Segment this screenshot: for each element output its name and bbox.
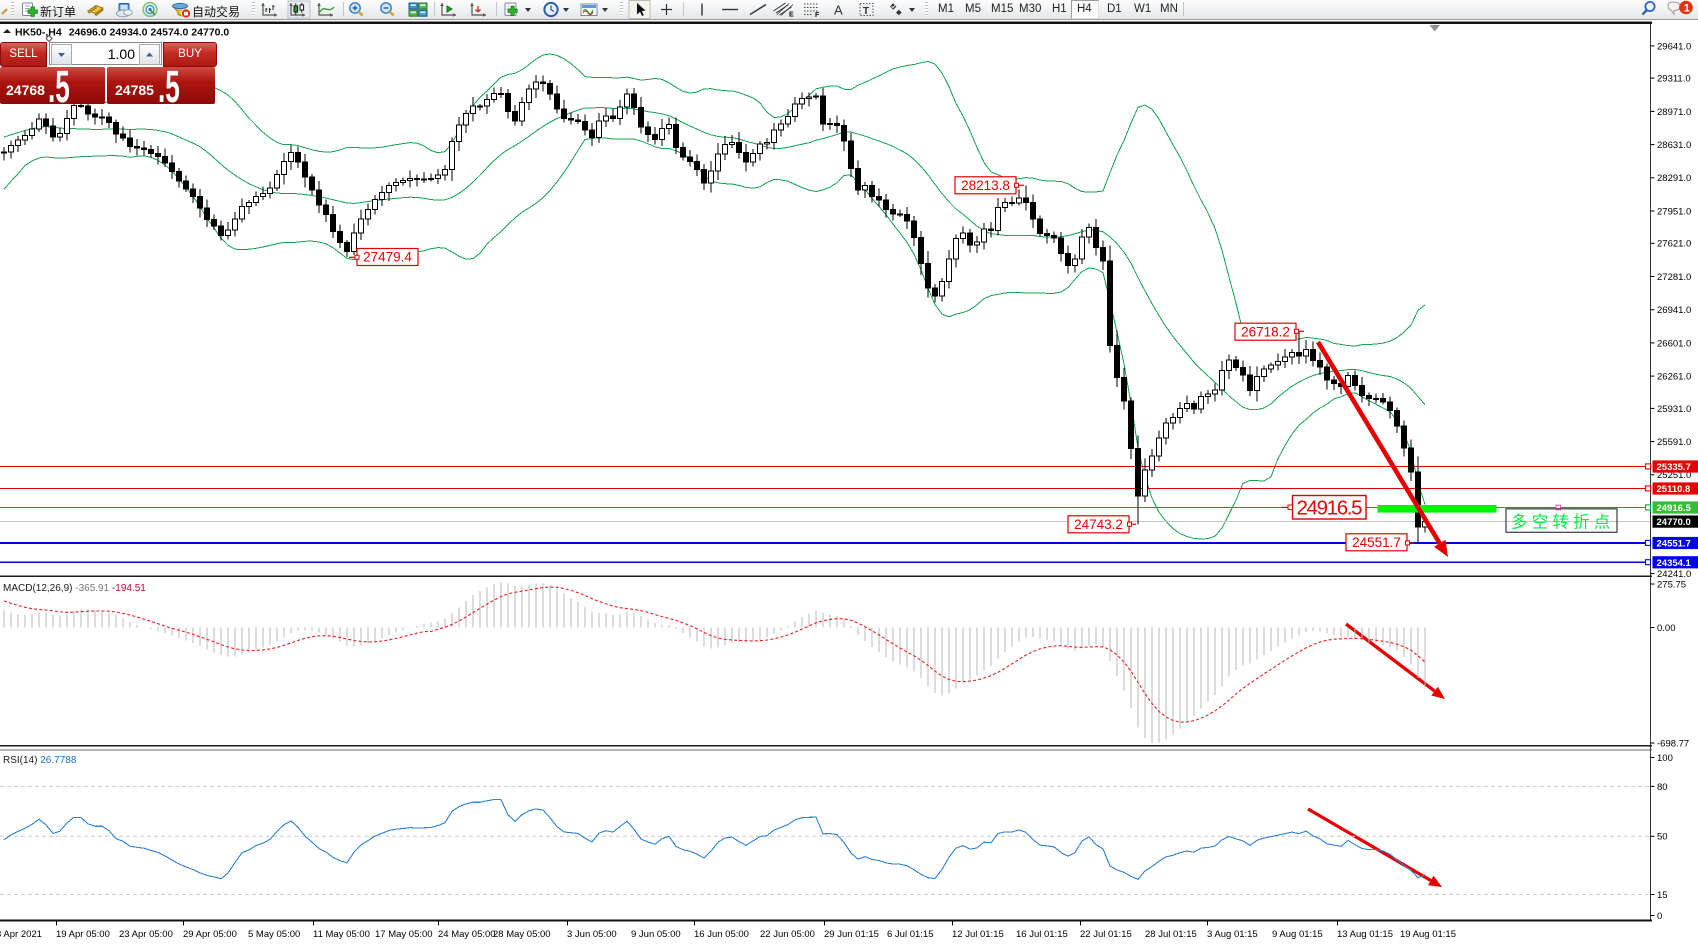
svg-text:MACD(12,26,9) -365.91 -194.51: MACD(12,26,9) -365.91 -194.51 (3, 583, 146, 594)
svg-text:50: 50 (1657, 832, 1668, 843)
svg-text:T: T (863, 5, 870, 17)
svg-text:24551.7: 24551.7 (1657, 539, 1691, 550)
svg-text:F: F (815, 12, 820, 19)
svg-text:28631.0: 28631.0 (1657, 140, 1691, 151)
svg-text:24916.5: 24916.5 (1297, 496, 1363, 519)
svg-text:11 May 05:00: 11 May 05:00 (313, 929, 370, 940)
svg-text:28213.8: 28213.8 (961, 178, 1010, 193)
svg-text:25591.0: 25591.0 (1657, 437, 1691, 448)
svg-text:24770.0: 24770.0 (1657, 517, 1691, 528)
svg-text:28971.0: 28971.0 (1657, 107, 1691, 118)
svg-text:24241.0: 24241.0 (1657, 569, 1691, 580)
svg-text:24 May 05:00: 24 May 05:00 (438, 929, 496, 940)
svg-text:27621.0: 27621.0 (1657, 239, 1691, 250)
svg-text:3 Jun 05:00: 3 Jun 05:00 (567, 929, 617, 940)
svg-text:24743.2: 24743.2 (1074, 517, 1123, 532)
svg-text:26261.0: 26261.0 (1657, 372, 1691, 383)
svg-text:100: 100 (1657, 753, 1673, 764)
svg-text:22 Jun 05:00: 22 Jun 05:00 (760, 929, 815, 940)
svg-text:26601.0: 26601.0 (1657, 338, 1691, 349)
svg-text:17 May 05:00: 17 May 05:00 (375, 929, 433, 940)
svg-text:3 Apr 2021: 3 Apr 2021 (0, 929, 42, 940)
svg-text:25110.8: 25110.8 (1657, 484, 1691, 495)
svg-text:27281.0: 27281.0 (1657, 272, 1691, 283)
svg-text:23 Apr 05:00: 23 Apr 05:00 (119, 929, 173, 940)
svg-text:-698.77: -698.77 (1657, 738, 1689, 749)
svg-text:6 Jul 01:15: 6 Jul 01:15 (887, 929, 933, 940)
svg-text:RSI(14) 26.7788: RSI(14) 26.7788 (3, 755, 77, 766)
svg-text:16 Jun 05:00: 16 Jun 05:00 (694, 929, 749, 940)
svg-text:1: 1 (1684, 3, 1690, 15)
svg-text:29 Apr 05:00: 29 Apr 05:00 (183, 929, 237, 940)
svg-text:24551.7: 24551.7 (1352, 535, 1401, 550)
svg-text:24916.5: 24916.5 (1657, 503, 1692, 514)
svg-text:13 Aug 01:15: 13 Aug 01:15 (1337, 929, 1393, 940)
svg-text:E: E (789, 12, 794, 19)
svg-text:0: 0 (1657, 911, 1662, 922)
svg-text:12 Jul 01:15: 12 Jul 01:15 (952, 929, 1004, 940)
svg-text:22 Jul 01:15: 22 Jul 01:15 (1080, 929, 1132, 940)
svg-text:19 Aug 01:15: 19 Aug 01:15 (1400, 929, 1456, 940)
svg-text:28 Jul 01:15: 28 Jul 01:15 (1145, 929, 1197, 940)
svg-text:9 Jun 05:00: 9 Jun 05:00 (631, 929, 681, 940)
svg-text:A: A (834, 3, 843, 18)
svg-text:28 May 05:00: 28 May 05:00 (493, 929, 551, 940)
svg-text:29 Jun 01:15: 29 Jun 01:15 (824, 929, 879, 940)
svg-text:24354.1: 24354.1 (1657, 558, 1692, 569)
svg-text:275.75: 275.75 (1657, 579, 1686, 590)
svg-text:15: 15 (1657, 890, 1668, 901)
svg-text:27479.4: 27479.4 (363, 250, 412, 265)
svg-text:9 Aug 01:15: 9 Aug 01:15 (1272, 929, 1323, 940)
svg-text:29311.0: 29311.0 (1657, 74, 1691, 85)
svg-text:80: 80 (1657, 782, 1668, 793)
svg-text:26941.0: 26941.0 (1657, 305, 1691, 316)
svg-text:3 Aug 01:15: 3 Aug 01:15 (1207, 929, 1258, 940)
svg-text:26718.2: 26718.2 (1241, 324, 1290, 339)
svg-text:19 Apr 05:00: 19 Apr 05:00 (56, 929, 110, 940)
svg-text:0.00: 0.00 (1657, 623, 1676, 634)
svg-text:27951.0: 27951.0 (1657, 206, 1691, 217)
svg-text:5 May 05:00: 5 May 05:00 (248, 929, 300, 940)
svg-text:25251.0: 25251.0 (1657, 470, 1691, 481)
svg-text:多空转折点: 多空转折点 (1511, 513, 1615, 532)
svg-text:16 Jul 01:15: 16 Jul 01:15 (1016, 929, 1068, 940)
svg-text:29641.0: 29641.0 (1657, 41, 1691, 52)
svg-text:25931.0: 25931.0 (1657, 404, 1691, 415)
svg-text:28291.0: 28291.0 (1657, 173, 1691, 184)
svg-text:25335.7: 25335.7 (1657, 462, 1691, 473)
